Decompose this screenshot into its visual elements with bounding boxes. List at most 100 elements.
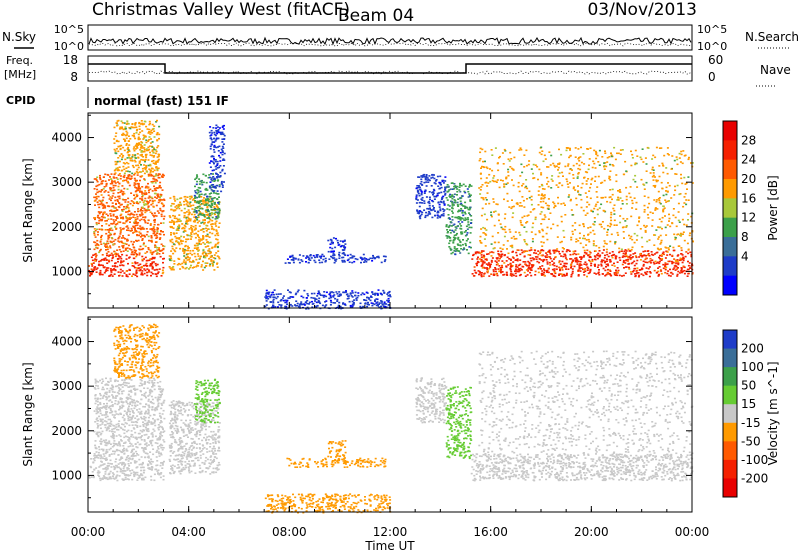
data-cell-power-5 [213,169,215,171]
data-cell-power-1 [148,197,150,199]
data-cell-power-1 [118,174,120,176]
data-cell-power-0 [155,263,157,265]
data-cell-power-9 [419,218,421,220]
data-cell-power-12 [576,204,578,206]
data-cell-power-6 [309,255,311,257]
data-cell-power-5 [210,166,212,168]
data-cell-power-5 [222,126,224,128]
data-cell-power-12 [669,218,671,220]
data-cell-power-12 [551,179,553,181]
data-cell-power-11 [648,268,650,270]
data-cell-power-2 [143,135,145,137]
data-cell-power-4 [218,193,220,195]
data-cell-power-1 [98,207,100,209]
data-cell-power-2 [141,130,143,132]
data-cell-power-3 [173,196,175,198]
data-cell-power-3 [186,234,188,236]
data-cell-power-8 [323,291,325,293]
data-cell-power-2 [127,152,129,154]
data-cell-power-3 [192,205,194,207]
data-cell-power-12 [675,217,677,219]
data-cell-power-11 [629,250,631,252]
data-cell-power-11 [580,261,582,263]
data-cell-power-0 [89,275,91,277]
data-cell-power-12 [634,242,636,244]
data-cell-power-4 [211,203,213,205]
data-cell-power-3 [171,246,173,248]
data-cell-power-6 [333,255,335,257]
data-cell-power-1 [143,178,145,180]
data-cell-power-12 [663,195,665,197]
data-cell-power-12 [484,228,486,230]
data-cell-power-11 [579,256,581,258]
data-cell-power-11 [591,260,593,262]
data-cell-power-0 [146,263,148,265]
data-cell-power-12 [586,202,588,204]
data-cell-power-3 [214,214,216,216]
data-cell-power-6 [315,262,317,264]
data-cell-power-1 [101,194,103,196]
data-cell-power-5 [213,163,215,165]
data-cell-power-11 [481,254,483,256]
data-cell-power-1 [146,201,148,203]
data-cell-power-12 [559,172,561,174]
data-cell-power-3 [189,206,191,208]
data-cell-power-11 [519,254,521,256]
data-cell-power-5 [210,173,212,175]
data-cell-power-8 [302,297,304,299]
data-cell-power-11 [572,259,574,261]
data-cell-power-11 [471,258,473,260]
data-cell-power-2 [146,150,148,152]
data-cell-power-12 [575,241,577,243]
data-cell-power-12 [606,232,608,234]
data-cell-power-1 [138,235,140,237]
data-cell-power-0 [104,267,106,269]
data-cell-power-12 [509,160,511,162]
data-cell-power-12 [659,243,661,245]
data-cell-power-1 [105,180,107,182]
data-cell-power-3 [190,225,192,227]
data-cell-power-12 [660,242,662,244]
data-cell-power-5 [218,150,220,152]
data-cell-power-0 [126,274,128,276]
data-cell-power-1 [126,243,128,245]
data-cell-power-1 [147,208,149,210]
data-cell-power-4 [194,209,196,211]
data-cell-power-2 [134,154,136,156]
data-cell-power-1 [142,217,144,219]
data-cell-power-2 [158,154,160,156]
data-cell-power-11 [610,275,612,277]
data-cell-power-11 [572,254,574,256]
data-cell-power-3 [188,209,190,211]
data-cell-power-3 [181,240,183,242]
data-cell-power-1 [100,241,102,243]
data-cell-power-12 [683,177,685,179]
data-cell-power-12 [657,180,659,182]
data-cell-power-12 [582,183,584,185]
data-cell-power-1 [125,208,127,210]
data-cell-power-8 [353,299,355,301]
data-cell-power-3 [178,242,180,244]
date-label: 03/Nov/2013 [587,0,697,20]
data-cell-power-11 [500,269,502,271]
data-cell-power-1 [137,190,139,192]
data-cell-power-2 [117,167,119,169]
data-cell-power-12 [640,228,642,230]
data-cell-power-3 [194,256,196,258]
data-cell-power-12 [669,226,671,228]
data-cell-power-2 [121,157,123,159]
data-cell-power-3 [214,235,216,237]
data-cell-power-1 [114,239,116,241]
data-cell-power-12 [572,231,574,233]
data-cell-power-3 [209,263,211,265]
data-cell-power-12 [682,219,684,221]
data-cell-power-1 [104,220,106,222]
data-cell-power-1 [119,207,121,209]
data-cell-power-3 [207,214,209,216]
data-cell-power-5 [217,138,219,140]
data-cell-power-3 [188,214,190,216]
data-cell-power-3 [205,265,207,267]
data-cell-power-12 [499,156,501,158]
data-cell-power-1 [115,203,117,205]
data-cell-power-12 [680,233,682,235]
